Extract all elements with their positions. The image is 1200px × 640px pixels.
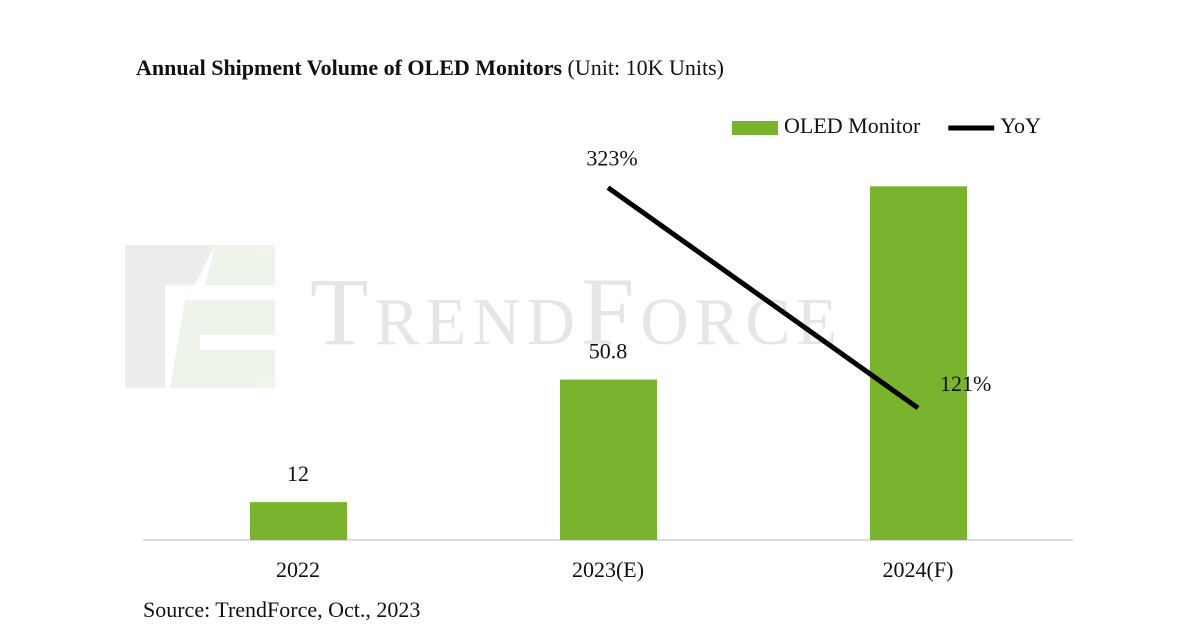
data-label: 323%: [586, 146, 637, 171]
legend-swatch: [732, 121, 778, 135]
bar: [870, 186, 967, 540]
watermark-logo: [125, 245, 275, 388]
data-label: 121%: [940, 371, 991, 396]
subtitle: (Unit: 10K Units): [568, 55, 724, 80]
bar: [560, 379, 657, 540]
data-label: 50.8: [589, 339, 628, 364]
x-tick-label: 2023(E): [572, 557, 644, 582]
x-tick-label: 2022: [276, 557, 320, 582]
data-label: 12: [287, 461, 309, 486]
legend-label: YoY: [1000, 113, 1041, 138]
bar: [250, 502, 347, 540]
line: [606, 185, 920, 411]
x-tick-label: 2024(F): [883, 557, 954, 582]
legend-label: OLED Monitor: [784, 113, 921, 138]
watermark: TrendForce: [310, 258, 843, 365]
title: Annual Shipment Volume of OLED Monitors: [136, 55, 562, 80]
chart-title: Annual Shipment Volume of OLED Monitors …: [136, 55, 724, 80]
source: Source: TrendForce, Oct., 2023: [143, 597, 420, 622]
